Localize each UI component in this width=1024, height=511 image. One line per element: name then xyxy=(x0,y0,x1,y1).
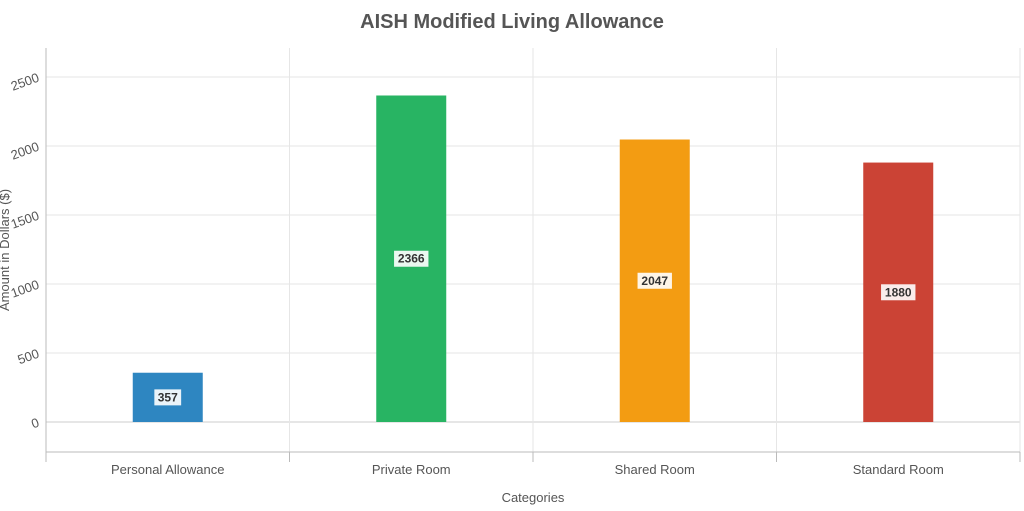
bar-label-bg-2 xyxy=(637,272,672,289)
bar-label-0: 357 xyxy=(158,390,178,404)
x-axis-title: Categories xyxy=(502,490,565,505)
bar-label-3: 1880 xyxy=(885,285,912,299)
chart-title: AISH Modified Living Allowance xyxy=(360,11,664,33)
y-tick-label-3: 1500 xyxy=(9,208,41,232)
y-axis-title: Amount in Dollars ($) xyxy=(0,189,12,311)
bar-label-bg-3 xyxy=(881,284,916,301)
x-tick-label-2: Shared Room xyxy=(615,462,695,477)
bar-labels: 357 2366 2047 1880 xyxy=(154,250,916,406)
bar-label-bg-0 xyxy=(154,389,182,406)
y-tick-label-2: 1000 xyxy=(9,277,41,301)
y-tick-label-0: 0 xyxy=(29,415,41,432)
y-tick-label-5: 2500 xyxy=(9,70,41,94)
bar-label-2: 2047 xyxy=(641,274,668,288)
y-tick-label-4: 2000 xyxy=(9,139,41,163)
y-tick-label-1: 500 xyxy=(16,346,42,368)
x-tick-label-3: Standard Room xyxy=(853,462,944,477)
bar-label-bg-1 xyxy=(394,250,429,267)
x-tick-label-0: Personal Allowance xyxy=(111,462,224,477)
x-tick-label-1: Private Room xyxy=(372,462,451,477)
axes: 0 500 1000 1500 2000 2500 Personal Allowance Pr… xyxy=(9,48,1021,477)
gridlines xyxy=(45,48,1021,452)
bar-label-1: 2366 xyxy=(398,252,425,266)
